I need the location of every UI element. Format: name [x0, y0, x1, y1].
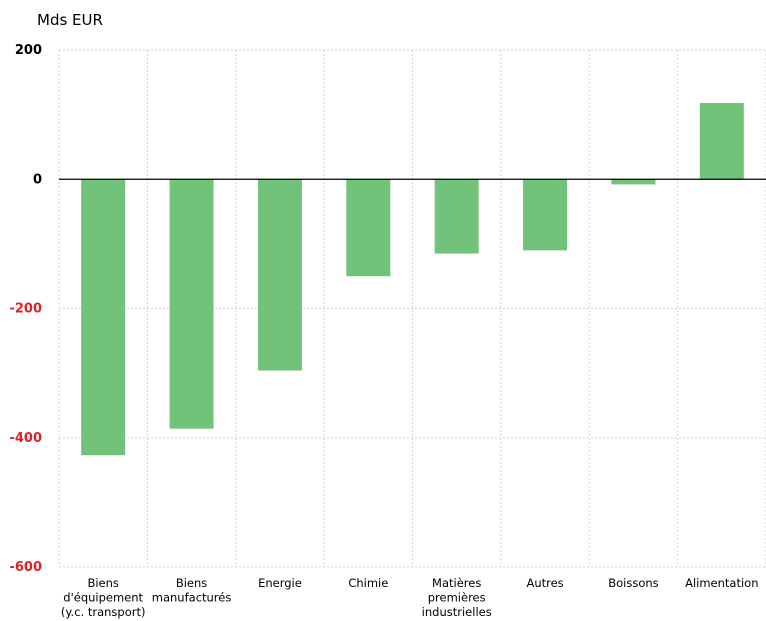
bar — [611, 179, 656, 185]
bar — [81, 179, 126, 456]
bar — [257, 179, 302, 371]
x-tick-label: Energie — [258, 576, 302, 590]
x-axis-ticks: Biens d'équipement (y.c. transport)Biens ma… — [61, 576, 759, 619]
bar — [434, 179, 479, 254]
x-tick-label: Chimie — [348, 576, 388, 590]
bar — [346, 179, 391, 277]
y-axis-unit-label: Mds EUR — [37, 11, 103, 29]
x-tick-label: Boissons — [608, 576, 658, 590]
bar — [169, 179, 214, 429]
gridlines — [58, 49, 766, 568]
y-tick-label: 0 — [33, 172, 42, 187]
x-tick-label: Alimentation — [685, 576, 758, 590]
y-axis-ticks: 200 0 -200 -400 -600 — [9, 43, 42, 575]
bar — [523, 179, 568, 251]
x-tick-label: Autres — [526, 576, 563, 590]
bars — [81, 102, 744, 456]
x-tick-label: Biens d'équipement (y.c. transport) — [61, 576, 146, 619]
bar — [699, 102, 744, 180]
y-tick-label: 200 — [15, 43, 42, 58]
y-tick-label: -400 — [9, 431, 42, 446]
y-tick-label: -600 — [9, 560, 42, 575]
x-tick-label: Matières premières industrielles — [422, 576, 492, 619]
x-tick-label: Biens manufacturés — [152, 576, 232, 605]
y-tick-label: -200 — [9, 302, 42, 317]
